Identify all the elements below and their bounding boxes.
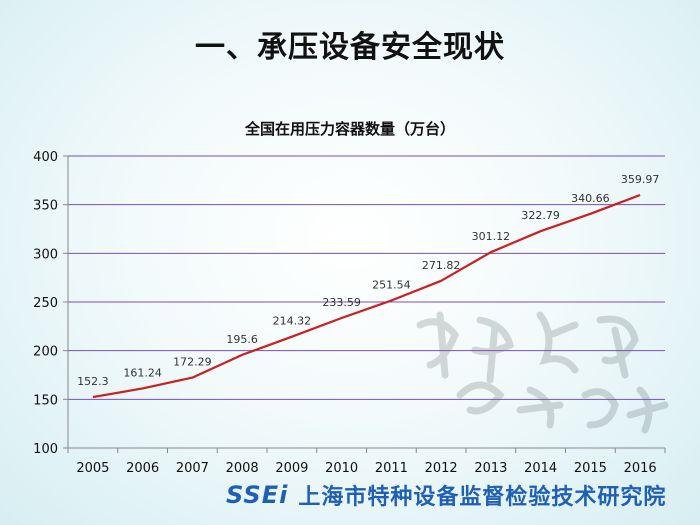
slide-title: 一、承压设备安全现状 [195, 30, 505, 65]
x-tick-label: 2016 [624, 461, 657, 476]
x-tick-label: 2015 [574, 461, 607, 476]
x-tick-label: 2010 [325, 461, 358, 476]
y-tick-label: 200 [33, 345, 58, 360]
series-line [92, 193, 641, 399]
y-tick-label: 400 [33, 150, 58, 165]
data-label: 152.3 [77, 375, 109, 388]
x-tick-label: 2005 [76, 461, 109, 476]
x-tick-label: 2011 [375, 461, 408, 476]
x-tick-label: 2012 [425, 461, 458, 476]
ssei-logo: SSEi [226, 481, 289, 509]
x-tick-label: 2009 [275, 461, 308, 476]
data-labels: 152.3 161.24 172.29 195.6 214.32 233.59 251.54… [77, 173, 659, 388]
data-label: 301.12 [472, 230, 511, 243]
data-label: 359.97 [621, 173, 660, 186]
y-tick-labels: 100 150 200 250 300 350 400 [33, 150, 58, 457]
y-tick-label: 300 [33, 247, 58, 262]
y-tick-label: 350 [33, 199, 58, 214]
data-label: 340.66 [571, 192, 610, 205]
x-tick-label: 2008 [226, 461, 259, 476]
data-label: 251.54 [372, 279, 411, 292]
x-tick-label: 2014 [524, 461, 557, 476]
data-label: 195.6 [226, 333, 258, 346]
data-label: 161.24 [123, 366, 162, 379]
data-label: 322.79 [521, 209, 560, 222]
axes [63, 155, 666, 453]
x-tick-labels: 2005 2006 2007 2008 2009 2010 2011 2012 2013 2014… [76, 461, 656, 476]
calligraphy-watermark [416, 311, 669, 434]
data-label: 271.82 [422, 259, 461, 272]
data-label: 214.32 [273, 315, 312, 328]
x-tick-label: 2006 [126, 461, 159, 476]
x-tick-label: 2007 [176, 461, 209, 476]
y-tick-label: 150 [33, 393, 58, 408]
organization-name: 上海市特种设备监督检验技术研究院 [298, 485, 667, 510]
data-label: 172.29 [173, 356, 212, 369]
footer-logo: SSEi 上海市特种设备监督检验技术研究院 [226, 481, 667, 510]
chart-title: 全国在用压力容器数量（万台） [244, 120, 455, 138]
chart: 全国在用压力容器数量（万台） 100 150 200 250 300 350 400 200… [33, 120, 666, 476]
data-label: 233.59 [322, 296, 361, 309]
x-tick-label: 2013 [474, 461, 507, 476]
grid-lines [68, 155, 665, 400]
y-tick-label: 250 [33, 296, 58, 311]
y-tick-label: 100 [33, 442, 58, 457]
series-line-path [92, 193, 641, 399]
